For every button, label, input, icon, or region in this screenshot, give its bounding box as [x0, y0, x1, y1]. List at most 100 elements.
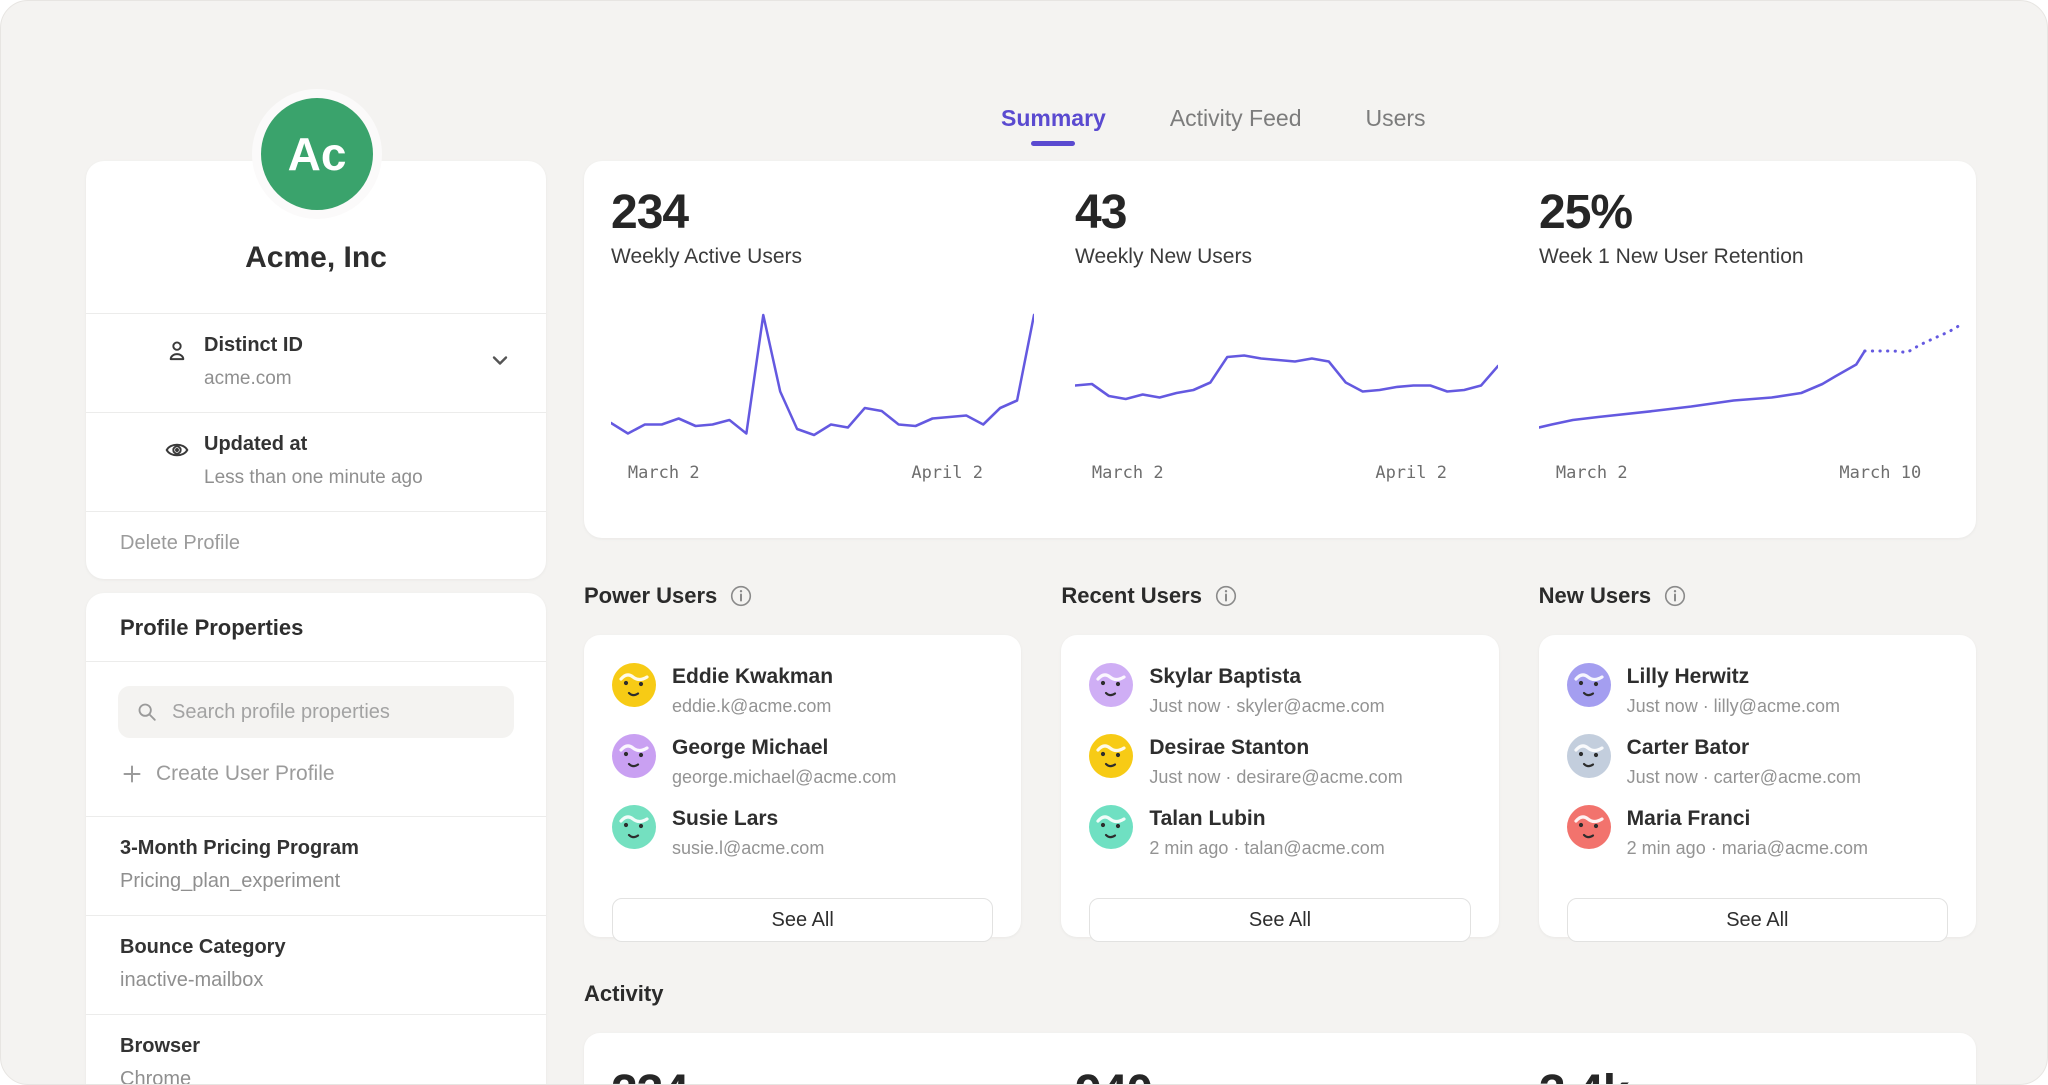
user-name: Maria Franci	[1626, 807, 1751, 830]
stat-value: 25%	[1539, 186, 1633, 239]
activity-section: Activity 234 940 3.4k	[584, 981, 1976, 1084]
avatar	[612, 663, 656, 707]
search-input[interactable]	[172, 700, 496, 724]
user-row[interactable]: Eddie Kwakman eddie.k@acme.com	[612, 663, 993, 717]
new-users-column: New Users Lilly Herwitz Just now · lilly@a…	[1538, 581, 1976, 942]
field-label: Updated at	[204, 433, 308, 455]
property-value: Pricing_plan_experiment	[120, 870, 341, 892]
tab-activity-feed[interactable]: Activity Feed	[1170, 105, 1302, 146]
tab-label: Users	[1365, 105, 1426, 131]
user-row[interactable]: Desirae Stanton Just now · desirare@acme.…	[1089, 734, 1470, 788]
power-users-card: Eddie Kwakman eddie.k@acme.com George Mich…	[584, 635, 1022, 942]
field-label: Distinct ID	[204, 334, 303, 356]
field-row-updated-at: Updated at Less than one minute ago	[86, 413, 546, 511]
axis-label: March 2	[627, 463, 700, 483]
avatar	[1089, 734, 1134, 778]
user-row[interactable]: Carter Bator Just now · carter@acme.com	[1566, 734, 1948, 788]
info-icon[interactable]	[1663, 584, 1687, 608]
property-item: 3-Month Pricing Program Pricing_plan_exp…	[86, 817, 546, 915]
user-info: Lilly Herwitz Just now · lilly@acme.com	[1627, 663, 1840, 717]
divider	[86, 412, 546, 413]
avatar	[612, 734, 656, 778]
activity-value: 234	[611, 1065, 1034, 1084]
user-row[interactable]: Susie Lars susie.l@acme.com	[612, 805, 993, 859]
profile-properties-card: Profile Properties Create User P	[86, 593, 546, 1085]
axis-label: April 2	[911, 463, 983, 483]
user-meta: Just now · carter@acme.com	[1626, 767, 1861, 787]
eye-icon	[164, 437, 190, 463]
divider	[86, 915, 546, 916]
user-name: Talan Lubin	[1149, 807, 1266, 830]
user-row[interactable]: Lilly Herwitz Just now · lilly@acme.com	[1566, 663, 1948, 717]
recent-users-column: Recent Users Skylar Baptista Just now · sk…	[1061, 581, 1499, 942]
company-profile-card: Acme, Inc Distinct ID acme.com	[86, 161, 546, 579]
user-meta: Just now · desirare@acme.com	[1149, 767, 1403, 787]
user-meta: 2 min ago · talan@acme.com	[1149, 838, 1385, 858]
activity-value: 3.4k	[1539, 1065, 1962, 1084]
user-meta: george.michael@acme.com	[672, 767, 897, 787]
avatar	[1566, 805, 1611, 849]
user-name: Susie Lars	[672, 807, 779, 830]
divider	[86, 511, 546, 512]
list-title: Recent Users	[1061, 583, 1202, 608]
user-meta: Just now · lilly@acme.com	[1626, 696, 1840, 716]
property-item: Browser Chrome	[86, 1015, 546, 1085]
property-value: Chrome	[120, 1068, 192, 1085]
company-name: Acme, Inc	[245, 241, 387, 274]
field-row-distinct-id[interactable]: Distinct ID acme.com	[86, 314, 546, 412]
info-icon[interactable]	[1214, 584, 1238, 608]
see-all-button[interactable]: See All	[1566, 898, 1948, 942]
chart-x-axis: March 2 March 10	[1539, 463, 1962, 489]
see-all-button[interactable]: See All	[612, 898, 994, 942]
active-tab-underline	[1031, 141, 1076, 146]
activity-stat: 3.4k	[1512, 1033, 1976, 1084]
info-icon[interactable]	[729, 584, 753, 608]
user-name: Eddie Kwakman	[672, 665, 834, 688]
user-info: Skylar Baptista Just now · skyler@acme.co…	[1149, 663, 1384, 717]
tab-label: Activity Feed	[1169, 105, 1302, 131]
user-row[interactable]: Skylar Baptista Just now · skyler@acme.co…	[1089, 663, 1470, 717]
divider	[86, 1014, 546, 1015]
user-meta: eddie.k@acme.com	[672, 696, 832, 716]
property-value: inactive-mailbox	[120, 969, 264, 991]
delete-profile-button[interactable]: Delete Profile	[120, 532, 241, 554]
new-users-title-row: New Users	[1539, 581, 1976, 611]
tab-label: Summary	[1001, 105, 1106, 131]
user-row[interactable]: Talan Lubin 2 min ago · talan@acme.com	[1089, 805, 1470, 859]
avatar	[1566, 663, 1611, 707]
activity-stat: 940	[1048, 1033, 1512, 1084]
chevron-down-icon[interactable]	[488, 348, 512, 372]
create-user-profile-button[interactable]: Create User Profile	[118, 738, 514, 808]
divider	[86, 816, 546, 817]
property-name: Bounce Category	[120, 936, 286, 958]
user-info: Susie Lars susie.l@acme.com	[672, 805, 824, 859]
user-info: Maria Franci 2 min ago · maria@acme.com	[1627, 805, 1868, 859]
stat-value: 234	[611, 186, 689, 239]
field-value: acme.com	[204, 368, 292, 389]
stat-label: Weekly Active Users	[611, 245, 802, 268]
company-initials: Ac	[287, 128, 347, 180]
weekly-active-users-chart	[611, 313, 1034, 437]
user-info: Carter Bator Just now · carter@acme.com	[1627, 734, 1861, 788]
avatar	[612, 805, 656, 849]
activity-card: 234 940 3.4k	[584, 1033, 1976, 1084]
main-tabs: Summary Activity Feed Users	[584, 105, 1976, 146]
tab-users[interactable]: Users	[1365, 105, 1425, 146]
person-icon	[164, 338, 190, 364]
user-info: Desirae Stanton Just now · desirare@acme.…	[1149, 734, 1402, 788]
avatar	[1089, 805, 1134, 849]
profile-properties-search[interactable]	[118, 686, 514, 738]
tab-summary[interactable]: Summary	[1001, 105, 1106, 146]
avatar	[1089, 663, 1134, 707]
user-meta: susie.l@acme.com	[672, 838, 825, 858]
see-all-button[interactable]: See All	[1089, 898, 1471, 942]
stat-weekly-active-users: 234 Weekly Active Users March 2 April 2	[584, 161, 1048, 538]
axis-label: March 2	[1091, 463, 1164, 483]
stat-weekly-new-users: 43 Weekly New Users March 2 April 2	[1048, 161, 1512, 538]
user-row[interactable]: Maria Franci 2 min ago · maria@acme.com	[1566, 805, 1948, 859]
user-row[interactable]: George Michael george.michael@acme.com	[612, 734, 993, 788]
user-name: George Michael	[672, 736, 829, 759]
list-title: New Users	[1538, 583, 1652, 608]
new-users-card: Lilly Herwitz Just now · lilly@acme.com Ca…	[1538, 635, 1976, 942]
create-user-profile-label: Create User Profile	[156, 762, 335, 785]
